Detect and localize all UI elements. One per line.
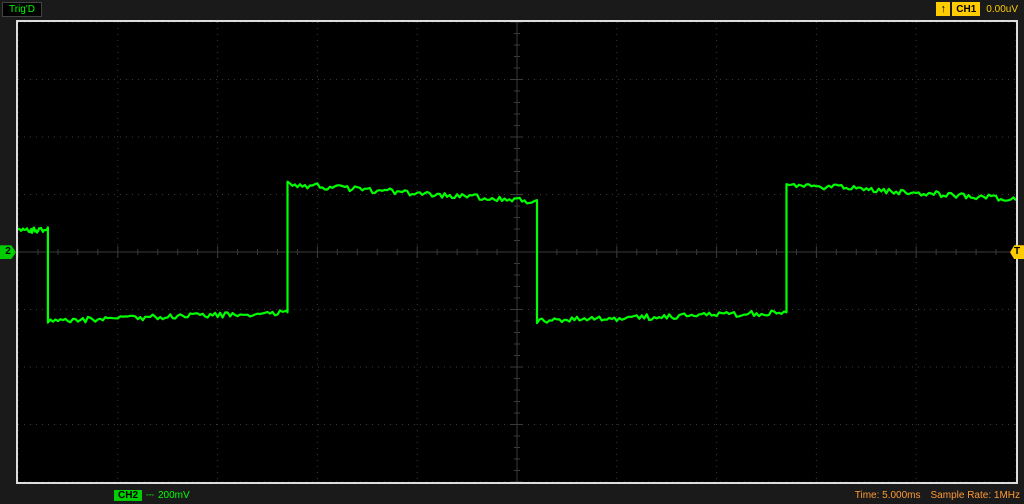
oscilloscope-screen: Trig'D ↑ CH1 0.00uV 2 T CH2 ⎓ 200mV Time…	[0, 0, 1024, 504]
trigger-level: 0.00uV	[982, 4, 1022, 15]
bottom-right-info: Time: 5.000ms Sample Rate: 1MHz	[855, 490, 1020, 501]
trigger-edge-icon: ↑	[936, 2, 950, 16]
timebase: Time: 5.000ms	[855, 490, 921, 501]
trigger-status: Trig'D	[2, 2, 42, 17]
trigger-source-badge: CH1	[952, 2, 980, 16]
channel-scale: CH2 ⎓ 200mV	[114, 490, 190, 501]
ch-badge: CH2	[114, 490, 142, 501]
coupling-icon: ⎓	[146, 490, 154, 501]
trigger-info: ↑ CH1 0.00uV	[936, 2, 1022, 16]
sample-rate: Sample Rate: 1MHz	[931, 490, 1020, 501]
waveform-canvas	[18, 22, 1016, 482]
volts-per-div: 200mV	[158, 490, 190, 501]
channel-zero-marker: 2	[0, 245, 16, 259]
plot-frame	[16, 20, 1018, 484]
top-bar: Trig'D ↑ CH1 0.00uV	[0, 0, 1024, 18]
bottom-bar: CH2 ⎓ 200mV Time: 5.000ms Sample Rate: 1…	[0, 486, 1024, 504]
